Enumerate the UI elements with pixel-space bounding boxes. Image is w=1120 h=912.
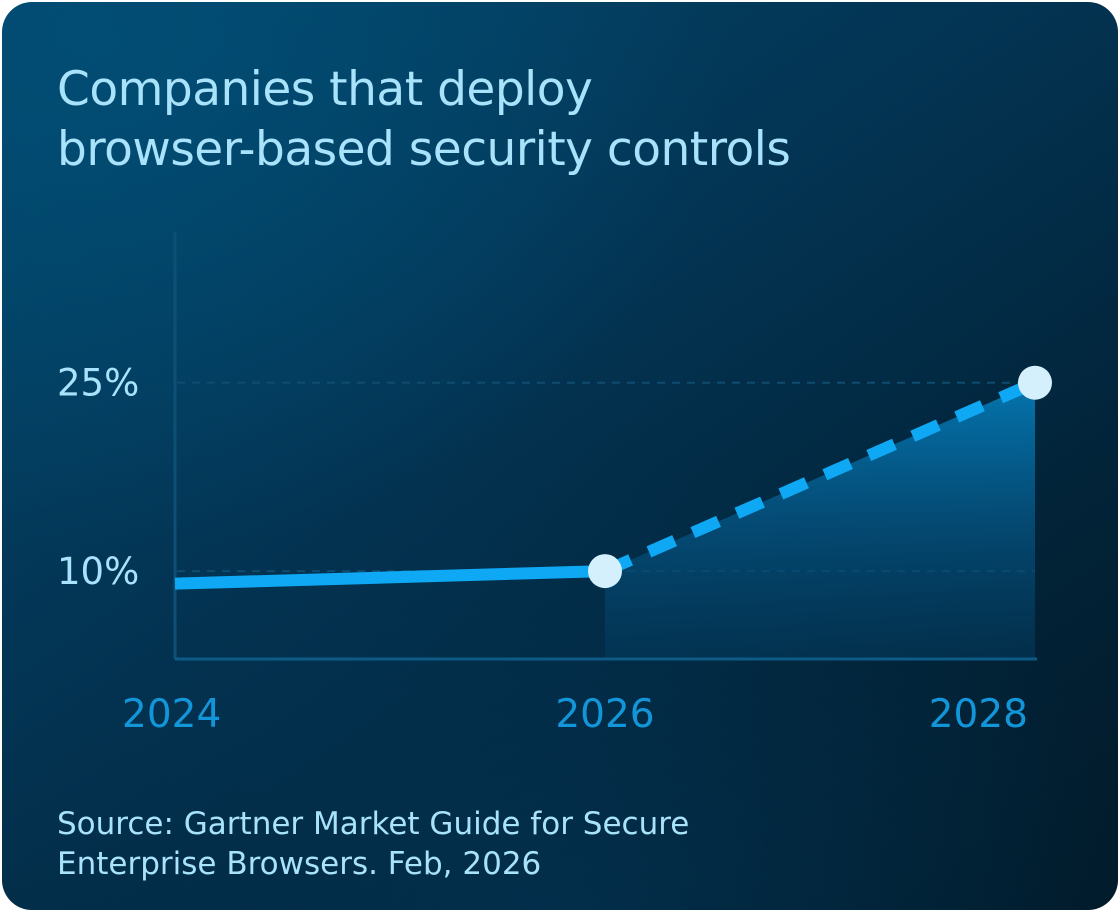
x-tick-label-2028: 2028 [929,692,1028,737]
chart-title-line-2: browser-based security controls [57,122,791,177]
source-line-1: Source: Gartner Market Guide for Secure [57,806,690,842]
chart-title: Companies that deploy browser-based secu… [57,60,791,180]
series-line-actual [174,565,606,590]
source-note: Source: Gartner Market Guide for Secure … [57,804,689,884]
chart-title-line-1: Companies that deploy [57,62,593,117]
x-tick-label-2024: 2024 [122,692,221,737]
data-point-2028 [1018,365,1052,400]
y-tick-label-25pct: 25% [57,362,139,405]
x-tick-label-2026: 2026 [555,692,654,737]
y-tick-label-10pct: 10% [57,550,139,593]
data-point-2026 [588,554,622,589]
projection-area-fill [605,382,1035,659]
source-line-2: Enterprise Browsers. Feb, 2026 [57,846,542,882]
series-line-projected [602,377,1038,577]
